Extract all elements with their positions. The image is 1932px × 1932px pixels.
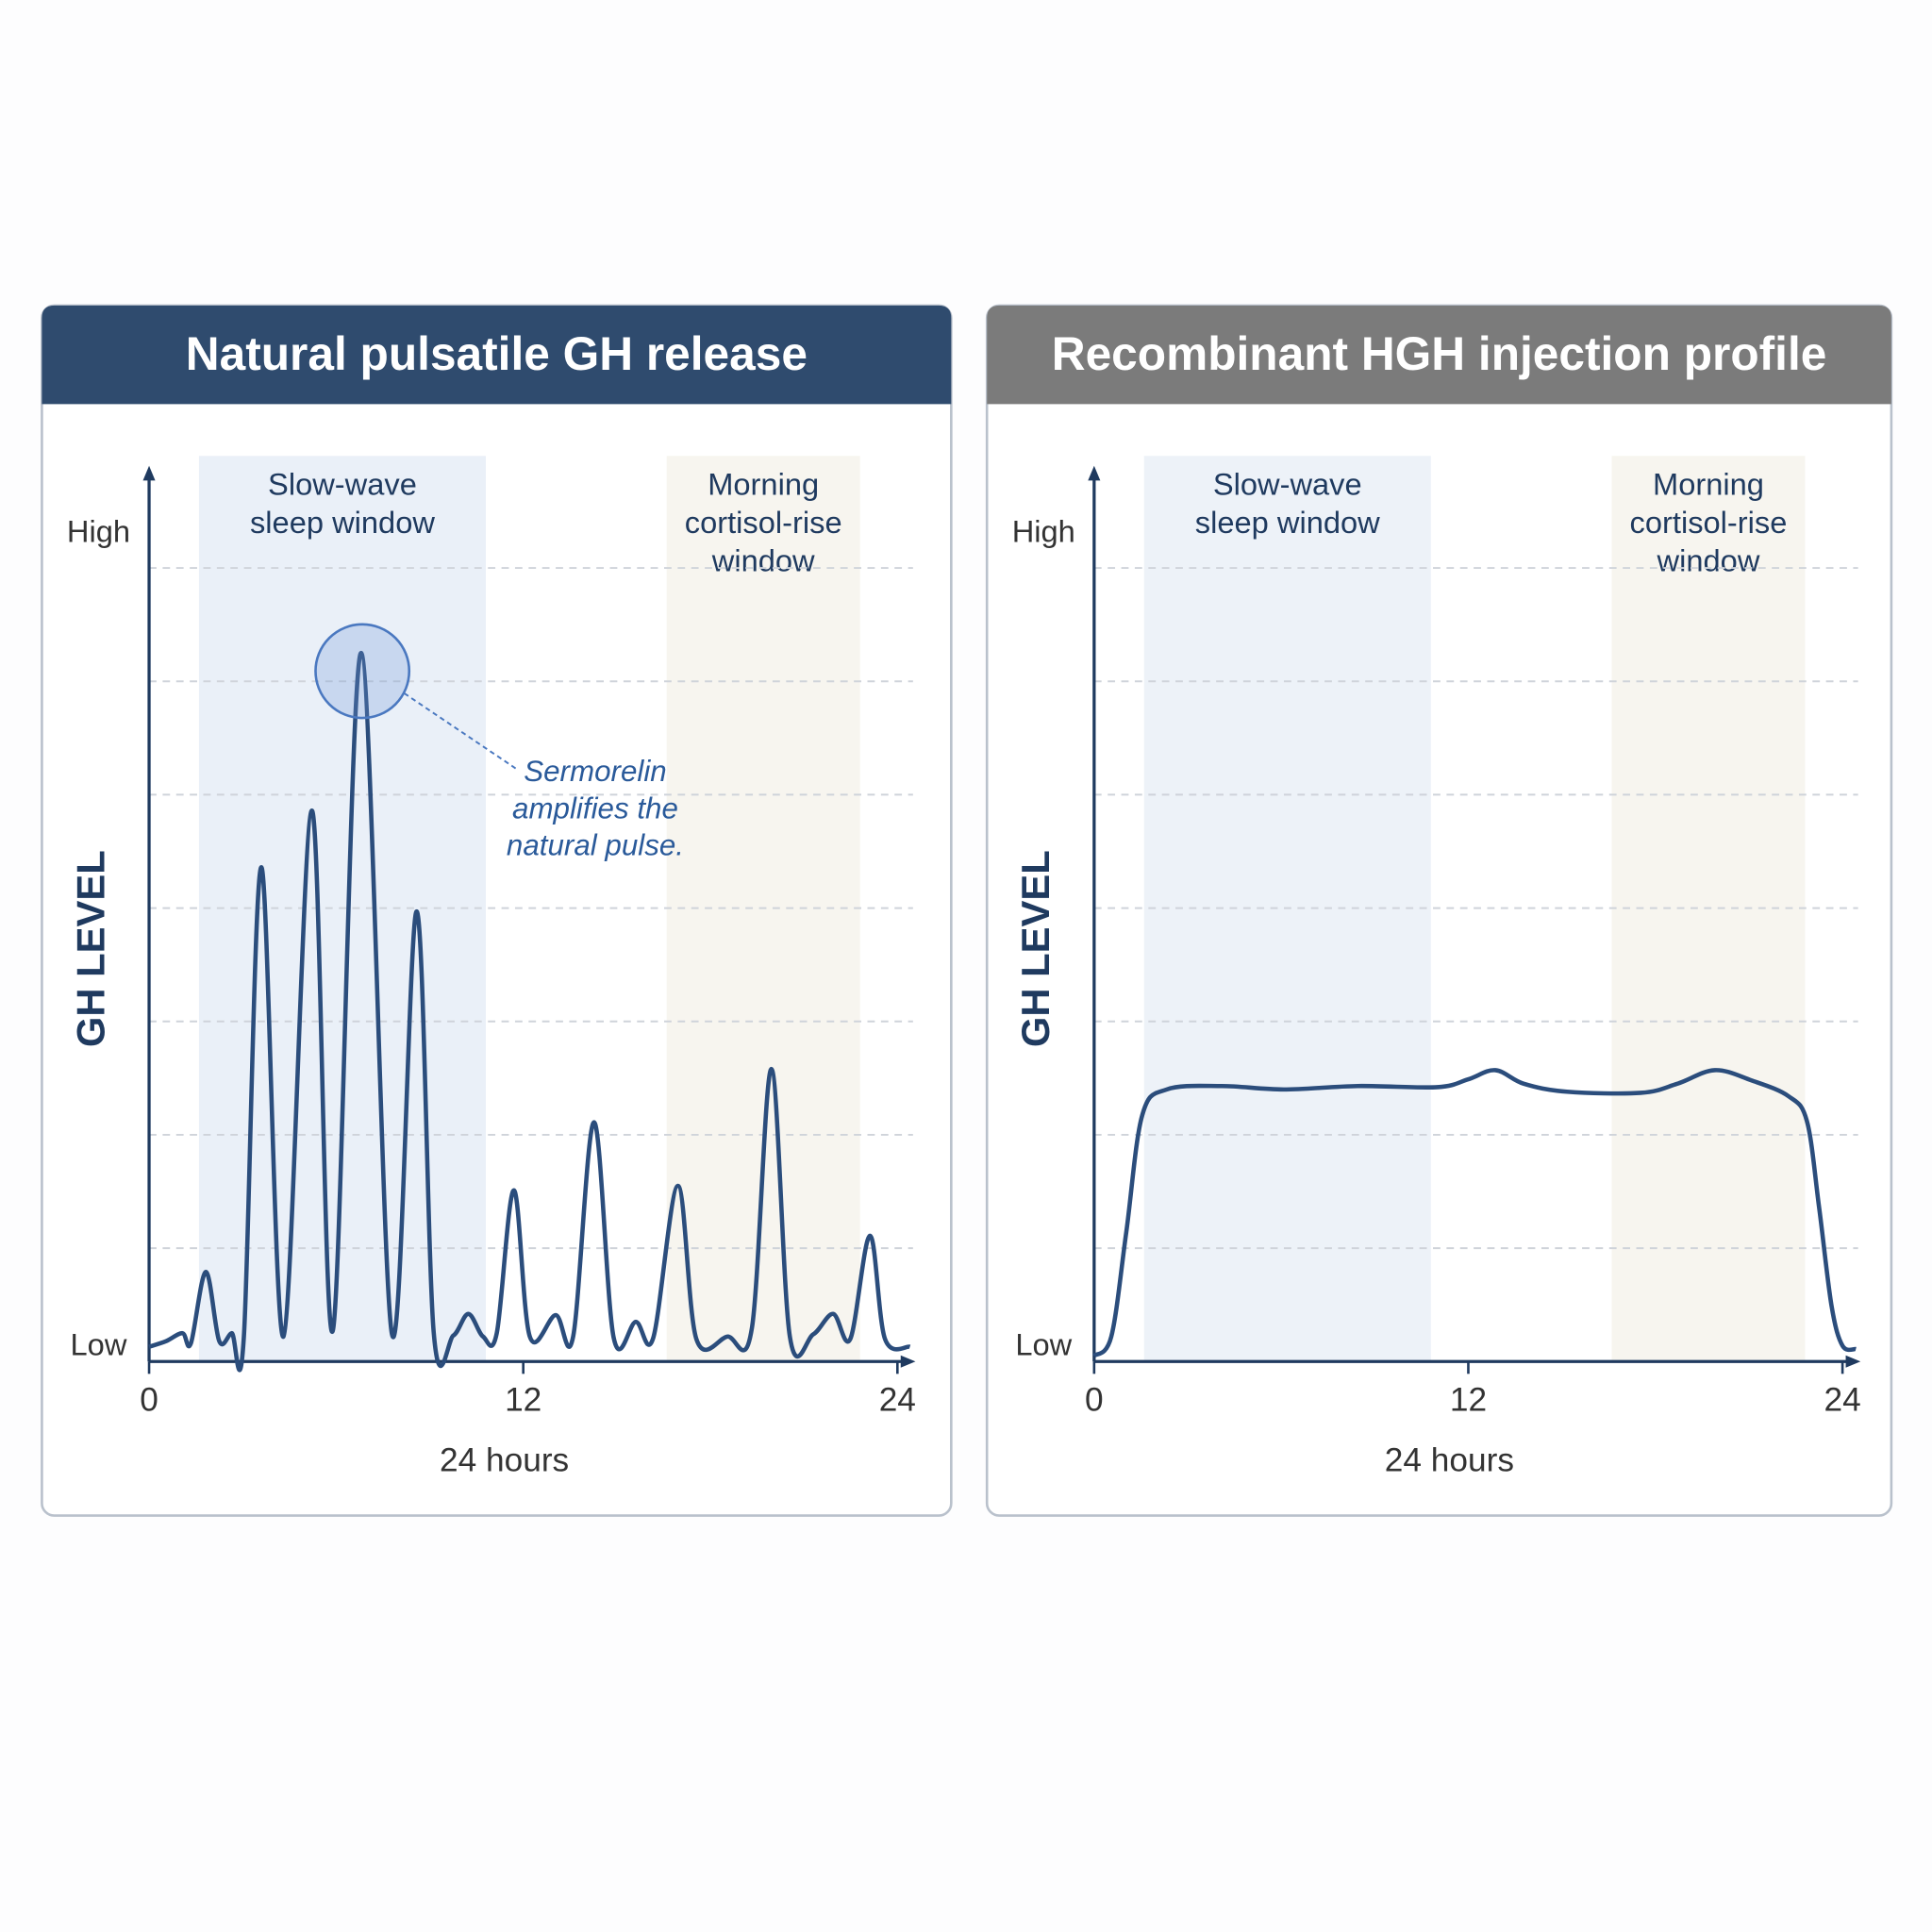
annotation-text: natural pulse. [507,828,684,861]
panel: Natural pulsatile GH release Slow-wavesle… [41,304,953,1517]
annotation-text: Sermorelin [524,755,666,788]
x-tick-label: 24 [1824,1382,1860,1419]
annotation-text: amplifies the [512,791,678,824]
x-axis-arrow [900,1355,916,1368]
panel-title: Recombinant HGH injection profile [1052,327,1827,380]
x-axis-arrow [1845,1355,1861,1368]
annotation-circle [314,623,411,720]
window-label: Morning [1653,467,1764,502]
y-axis-arrow [142,465,156,481]
window-label: Slow-wave [268,467,417,502]
x-axis-title: 24 hours [1385,1442,1514,1479]
window-label: cortisol-rise [685,505,842,540]
panel-header [42,305,952,405]
window-label: window [711,543,815,578]
panel-title: Natural pulsatile GH release [186,327,808,380]
window-label: sleep window [250,505,435,540]
y-tick-label: Low [71,1326,127,1361]
window-label: Slow-wave [1213,467,1362,502]
y-axis-title: GH LEVEL [1013,850,1058,1047]
y-axis-arrow [1088,465,1101,481]
x-tick-label: 0 [1085,1382,1104,1419]
y-axis-title: GH LEVEL [68,850,112,1047]
annotation-leader [403,692,519,771]
x-axis-title: 24 hours [440,1442,569,1479]
x-tick-label: 24 [879,1382,916,1419]
x-tick-label: 12 [1450,1382,1487,1419]
window-label: Morning [708,467,819,502]
gh-line [1092,1068,1857,1358]
panel: Recombinant HGH injection profile Slow-wa… [985,304,1893,1517]
y-tick-label: Low [1015,1326,1072,1361]
x-tick-label: 0 [140,1382,158,1419]
x-tick-label: 12 [505,1382,541,1419]
gh-line [148,650,911,1373]
y-tick-label: High [1012,514,1075,549]
window-label: sleep window [1195,505,1380,540]
y-tick-label: High [67,514,130,549]
window-label: window [1657,543,1760,578]
window-label: cortisol-rise [1630,505,1788,540]
panel-header [987,305,1891,405]
